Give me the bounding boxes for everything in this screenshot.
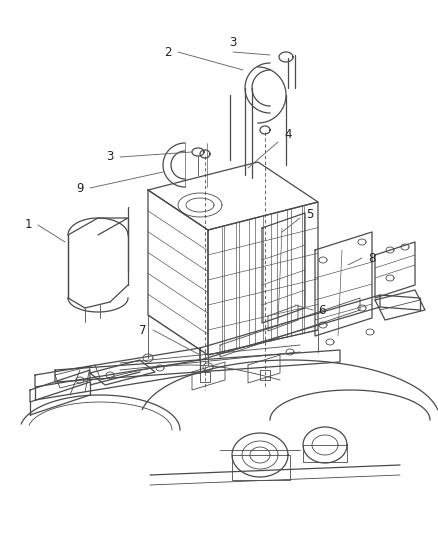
Text: 5: 5	[306, 208, 314, 222]
Text: 7: 7	[139, 324, 147, 336]
Text: 3: 3	[230, 36, 237, 49]
Text: 3: 3	[106, 150, 114, 164]
Text: 8: 8	[368, 252, 376, 264]
Text: 4: 4	[284, 128, 292, 141]
Text: 1: 1	[24, 219, 32, 231]
Text: 2: 2	[164, 45, 172, 59]
Text: 9: 9	[76, 182, 84, 195]
Text: 6: 6	[318, 303, 326, 317]
